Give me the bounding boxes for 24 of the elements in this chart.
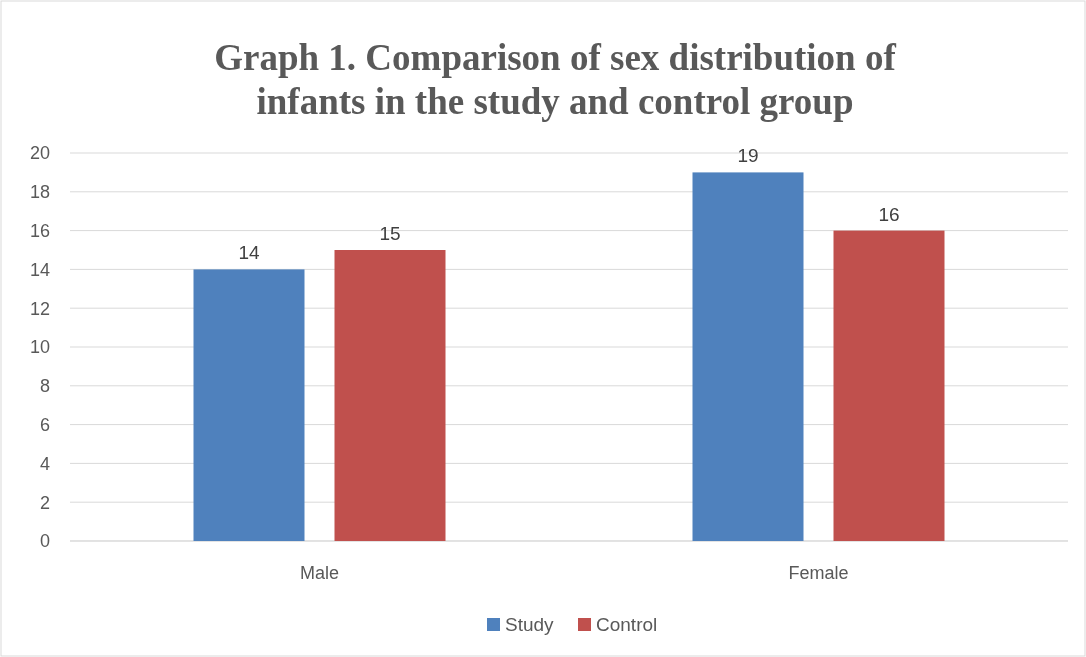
bar — [692, 172, 804, 541]
bar — [193, 269, 305, 541]
chart-title: Graph 1. Comparison of sex distribution of infants in the study and control group — [214, 37, 897, 122]
x-tick-label: Male — [299, 563, 340, 583]
y-tick-label: 12 — [29, 298, 50, 319]
y-tick-label: 2 — [39, 492, 50, 513]
legend-label: Control — [596, 614, 658, 635]
y-tick-label: 4 — [39, 453, 50, 474]
data-label: 19 — [737, 145, 759, 167]
y-tick-label: 16 — [29, 220, 50, 241]
bar — [334, 250, 446, 541]
data-label: 16 — [878, 203, 900, 225]
data-label: 15 — [379, 223, 401, 244]
legend-label: Study — [505, 614, 555, 635]
y-tick-label: 6 — [39, 414, 50, 435]
y-tick-label: 18 — [29, 182, 50, 203]
y-tick-label: 14 — [29, 259, 50, 280]
y-tick-label: 8 — [39, 376, 50, 397]
y-tick-label: 20 — [29, 143, 50, 164]
y-tick-label: 10 — [29, 337, 50, 358]
data-label: 14 — [238, 242, 260, 264]
y-tick-label: 0 — [39, 531, 50, 552]
x-tick-label: Female — [788, 563, 849, 583]
bar — [833, 230, 945, 541]
